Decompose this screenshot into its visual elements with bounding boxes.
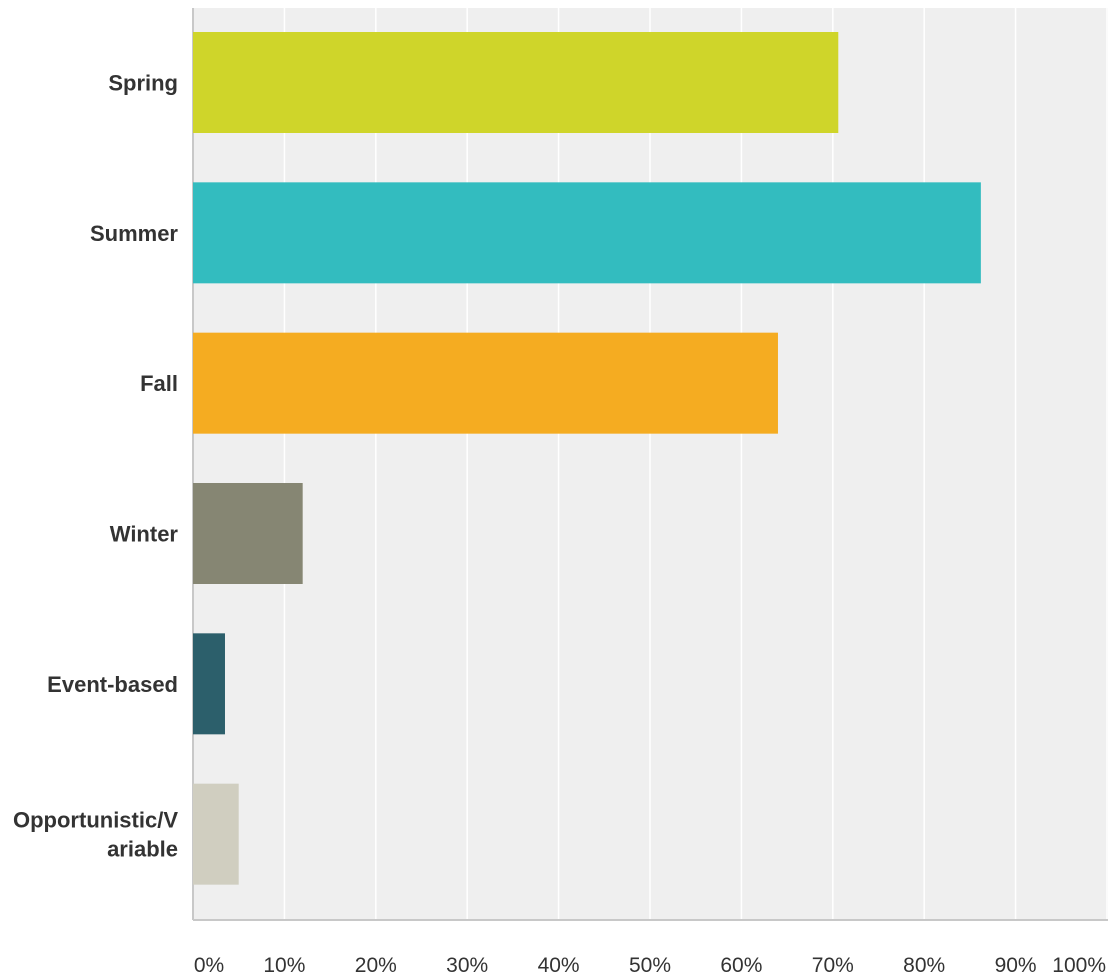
x-tick-label: 0% (194, 954, 224, 977)
category-label: Spring (108, 71, 178, 96)
bar (193, 332, 778, 434)
category-label: Summer (90, 221, 178, 246)
category-label: Winter (110, 522, 179, 547)
bar (193, 483, 303, 584)
gridlines (283, 8, 1108, 920)
x-tick-label: 70% (812, 954, 854, 977)
bar (193, 783, 239, 885)
bar (193, 633, 225, 735)
category-label: Event-based (47, 672, 178, 697)
bar (193, 182, 981, 284)
x-tick-label: 10% (263, 954, 305, 977)
x-tick-label: 80% (903, 954, 945, 977)
category-label: Opportunistic/V ariable (13, 808, 178, 862)
bar (193, 32, 839, 133)
x-tick-label: 60% (720, 954, 762, 977)
x-tick-label: 20% (355, 954, 397, 977)
x-tick-label: 30% (446, 954, 488, 977)
x-tick-label: 90% (995, 954, 1037, 977)
x-tick-label: 50% (629, 954, 671, 977)
x-tick-label: 40% (538, 954, 580, 977)
x-tick-labels: 0% 10% 20% 30% 40% 50% 60% 70% 80% 90% 100% (194, 954, 1106, 977)
category-label: Fall (140, 371, 178, 396)
x-tick-label: 100% (1052, 954, 1106, 977)
bars (193, 32, 981, 885)
category-labels: Spring Summer Fall Winter Event-based Opportu… (13, 71, 178, 862)
